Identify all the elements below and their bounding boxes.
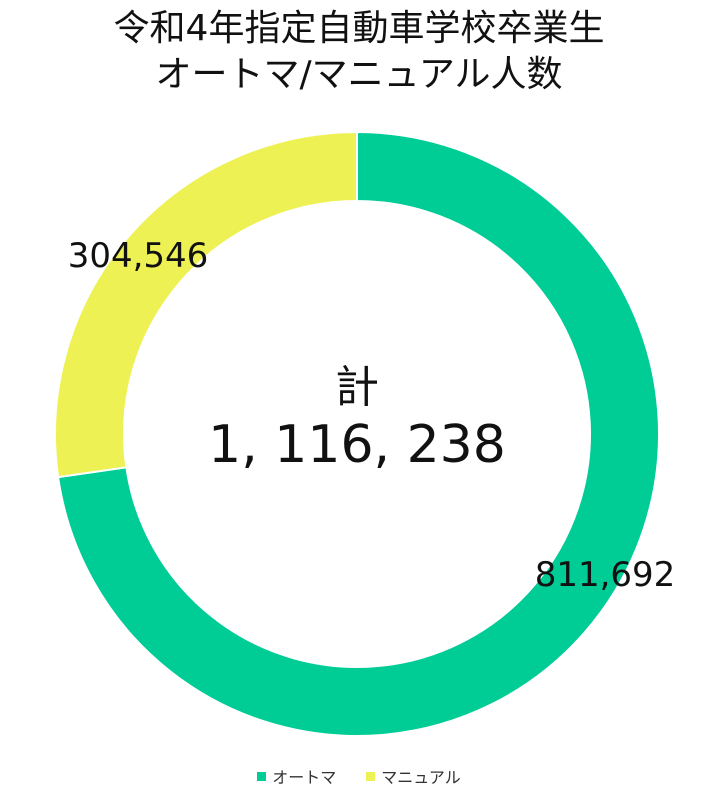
- center-total-value: 1, 116, 238: [208, 415, 506, 475]
- chart-legend: オートマ マニュアル: [0, 764, 718, 788]
- slices-layer: [54, 130, 660, 737]
- legend-item-manual: マニュアル: [366, 764, 461, 788]
- slice-manual: [54, 130, 358, 479]
- legend-label-auto: オートマ: [272, 768, 337, 787]
- center-total-label: 計: [335, 362, 379, 413]
- legend-item-auto: オートマ: [257, 764, 336, 788]
- chart-title-line2: オートマ/マニュアル人数: [155, 54, 563, 95]
- slice-auto: [56, 130, 660, 737]
- legend-swatch-manual: [366, 771, 376, 781]
- legend-label-manual: マニュアル: [381, 768, 461, 787]
- slice-data-label-manual: 304,546: [68, 236, 209, 276]
- chart-title-line1: 令和4年指定自動車学校卒業生: [113, 8, 605, 49]
- slice-data-label-auto: 811,692: [535, 555, 676, 595]
- chart-title: 令和4年指定自動車学校卒業生 オートマ/マニュアル人数: [0, 6, 718, 98]
- legend-swatch-auto: [257, 771, 267, 781]
